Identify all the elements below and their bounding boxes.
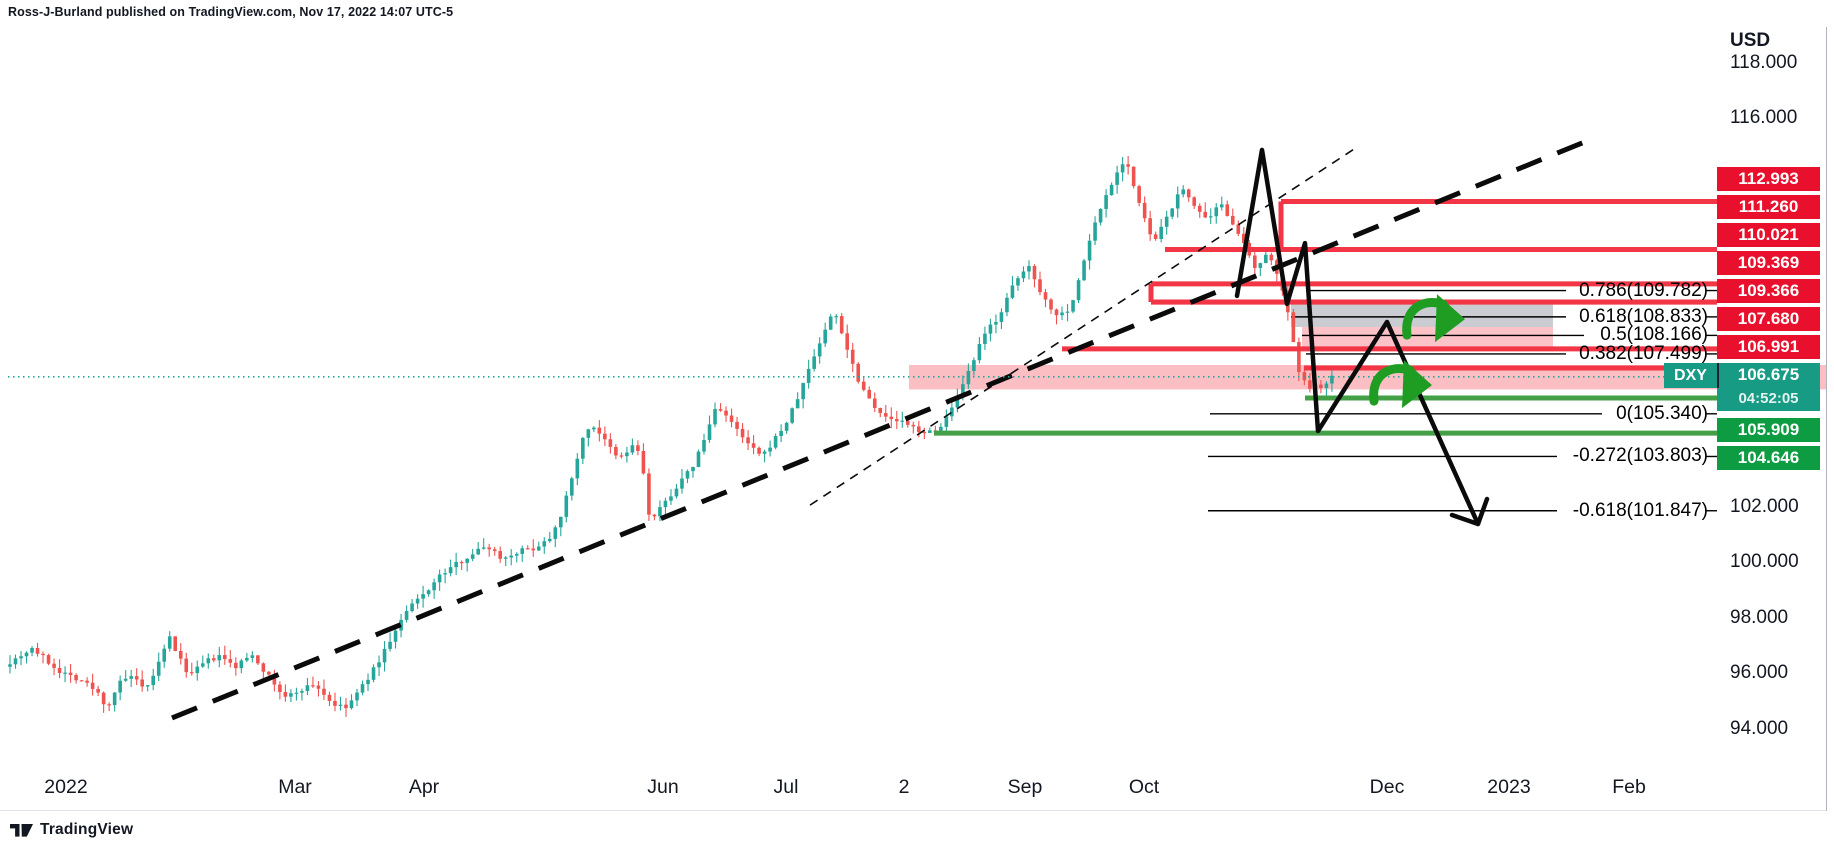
price-tick-label: 100.000	[1730, 551, 1799, 572]
grey-supply-box	[1291, 303, 1553, 327]
projection-zigzag[interactable]	[1234, 147, 1481, 527]
price-level-badge: 106.991	[1717, 335, 1820, 359]
time-tick-label: Sep	[1007, 776, 1043, 798]
chart-area[interactable]	[0, 27, 1834, 811]
price-tick-label: 98.000	[1730, 606, 1789, 628]
price-level-badge: 106.675	[1717, 363, 1820, 387]
time-tick-label: Jul	[773, 776, 799, 798]
time-tick-label: Oct	[1128, 776, 1160, 798]
price-level-badge: 109.369	[1717, 251, 1820, 275]
brand-text: TradingView	[40, 821, 134, 838]
price-tick-label: 96.000	[1730, 662, 1789, 683]
major-dashed-trendline[interactable]	[171, 134, 1598, 721]
zigzag-arrowhead-icon	[1449, 496, 1490, 527]
footer-bar: TradingView	[0, 811, 1834, 850]
time-tick-label: Dec	[1369, 776, 1405, 798]
time-tick-label: 2023	[1487, 776, 1531, 798]
tradingview-logo-icon	[10, 823, 33, 837]
publish-note: Ross-J-Burland published on TradingView.…	[8, 5, 454, 19]
price-tick-label: 118.000	[1730, 51, 1798, 73]
fib-level-label: 0(105.340)	[1616, 402, 1708, 424]
time-axis-border	[0, 810, 1826, 811]
fib-level-label: 0.5(108.166)	[1600, 324, 1708, 346]
price-level-badge: 107.680	[1717, 307, 1820, 331]
time-tick-label: 2022	[44, 776, 88, 798]
time-tick-label: Feb	[1612, 776, 1646, 798]
price-level-badge: 110.021	[1717, 223, 1820, 247]
pink-supply-box	[1302, 326, 1553, 349]
bar-countdown-badge: 04:52:05	[1717, 387, 1820, 411]
price-scale-border	[1826, 27, 1827, 811]
price-level-badge: 104.646	[1717, 446, 1820, 470]
currency-label: USD	[1730, 30, 1771, 51]
price-tick-label: 102.000	[1730, 495, 1799, 517]
curved-arrow-head-icon	[1435, 294, 1465, 343]
time-tick-label: Mar	[278, 776, 312, 798]
fib-level-label: 0.618(108.833)	[1579, 305, 1708, 327]
price-level-badge: 112.993	[1717, 167, 1820, 191]
fib-level-label: 0.786(109.782)	[1579, 279, 1708, 301]
time-tick-label: Apr	[408, 776, 440, 798]
candles	[8, 155, 1334, 717]
tradingview-logo[interactable]: TradingView	[10, 821, 133, 839]
price-level-badge: 111.260	[1717, 195, 1820, 219]
price-level-badge: 109.366	[1717, 279, 1820, 303]
time-tick-label: 2	[898, 776, 910, 798]
curved-arrow-head-icon	[1402, 360, 1432, 409]
fib-level-label: -0.618(101.847)	[1572, 499, 1708, 521]
price-level-badge: 105.909	[1717, 418, 1820, 442]
fib-level-label: 0.382(107.499)	[1579, 342, 1708, 364]
time-tick-label: Jun	[647, 776, 679, 798]
fib-level-label: -0.272(103.803)	[1572, 445, 1708, 467]
minor-dashed-trendline[interactable]	[809, 146, 1358, 506]
price-tick-label: 94.000	[1730, 717, 1789, 739]
symbol-badge: DXY	[1664, 363, 1719, 388]
price-tick-label: 116.000	[1730, 107, 1798, 128]
